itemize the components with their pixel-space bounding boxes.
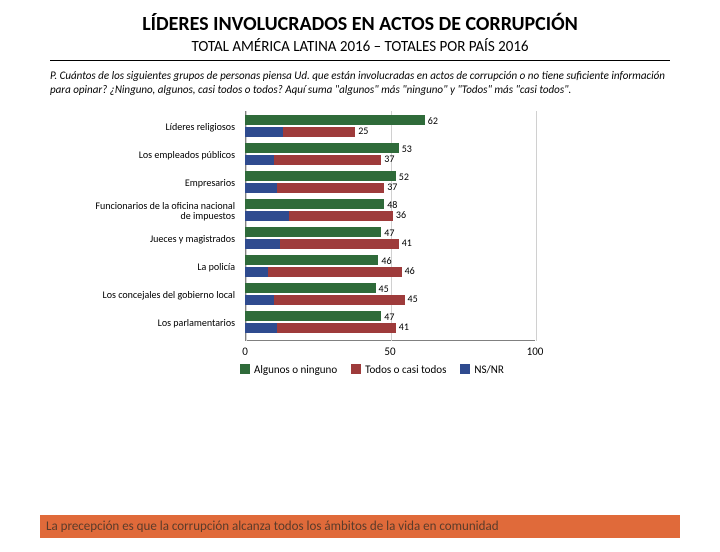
chart-row: Los concejales del gobierno local 451045 [80,281,640,309]
value-label-algunos: 45 [379,284,389,294]
value-label-algunos: 47 [384,312,394,322]
bar-group: 481536 [245,197,535,225]
category-label: La policía [85,262,235,272]
category-label: Los parlamentarios [85,318,235,328]
bar-todos [274,295,405,305]
bar-todos [280,239,399,249]
legend-item: Algunos o ninguno [240,363,337,376]
value-label-todos: 41 [399,322,409,332]
value-label-todos: 41 [402,238,412,248]
value-label-todos: 46 [405,266,415,276]
value-label-algunos: 46 [381,256,391,266]
bar-nsnr [245,183,277,193]
category-label: Los empleados públicos [85,150,235,160]
value-label-todos: 36 [396,210,406,220]
chart-legend: Algunos o ninguno Todos o casi todos NS/NR [240,363,580,376]
bar-nsnr [245,127,283,137]
legend-swatch [460,364,470,374]
legend-swatch [351,364,361,374]
value-label-todos: 45 [408,294,418,304]
x-tick-label: 50 [384,345,395,358]
category-label: Los concejales del gobierno local [85,290,235,300]
category-label: Funcionarios de la oficina nacional de i… [85,201,235,221]
bar-group: 471241 [245,225,535,253]
footer-band: La precepción es que la corrupción alcan… [40,515,680,538]
bar-algunos [245,171,396,181]
value-label-algunos: 53 [402,144,412,154]
legend-swatch [240,364,250,374]
bar-nsnr [245,267,268,277]
bar-todos [274,155,381,165]
survey-question: P. Cuántos de los siguientes grupos de p… [50,69,670,97]
bar-nsnr [245,211,289,221]
category-label: Jueces y magistrados [85,234,235,244]
bar-group: 531037 [245,141,535,169]
value-label-todos: 25 [358,126,368,136]
chart-row: Los parlamentarios 471141 [80,309,640,337]
legend-label: NS/NR [474,363,503,376]
chart-row: Jueces y magistrados 471241 [80,225,640,253]
legend-label: Algunos o ninguno [254,363,337,376]
page-title: LÍDERES INVOLUCRADOS EN ACTOS DE CORRUPC… [0,12,720,36]
value-label-todos: 37 [384,154,394,164]
bar-nsnr [245,323,277,333]
chart-row: Los empleados públicos 531037 [80,141,640,169]
bar-group: 471141 [245,309,535,337]
value-label-todos: 37 [387,182,397,192]
value-label-algunos: 62 [428,116,438,126]
bar-algunos [245,311,381,321]
chart-row: La policía 46846 [80,253,640,281]
category-label: Líderes religiosos [85,122,235,132]
chart-row: Líderes religiosos 621325 [80,113,640,141]
legend-label: Todos o casi todos [365,363,446,376]
bar-todos [277,183,384,193]
bar-algunos [245,143,399,153]
bar-todos [283,127,356,137]
bar-group: 451045 [245,281,535,309]
bar-nsnr [245,155,274,165]
bar-algunos [245,227,381,237]
page-subtitle: TOTAL AMÉRICA LATINA 2016 – TOTALES POR … [50,38,670,61]
bar-nsnr [245,295,274,305]
bar-algunos [245,283,376,293]
category-label: Empresarios [85,178,235,188]
value-label-algunos: 52 [399,172,409,182]
chart-area: Líderes religiosos621325Los empleados pú… [80,103,640,423]
bar-todos [289,211,393,221]
bar-todos [268,267,401,277]
bar-group: 621325 [245,113,535,141]
legend-item: Todos o casi todos [351,363,446,376]
chart-row: Funcionarios de la oficina nacional de i… [80,197,640,225]
value-label-algunos: 47 [384,228,394,238]
x-tick-label: 0 [242,345,248,358]
chart-row: Empresarios 521137 [80,169,640,197]
footer-text: La precepción es que la corrupción alcan… [46,519,499,534]
bar-algunos [245,115,425,125]
bar-nsnr [245,239,280,249]
bar-algunos [245,255,378,265]
bar-group: 521137 [245,169,535,197]
bar-algunos [245,199,384,209]
legend-item: NS/NR [460,363,503,376]
bar-todos [277,323,396,333]
bar-group: 46846 [245,253,535,281]
x-tick-label: 100 [527,345,544,358]
